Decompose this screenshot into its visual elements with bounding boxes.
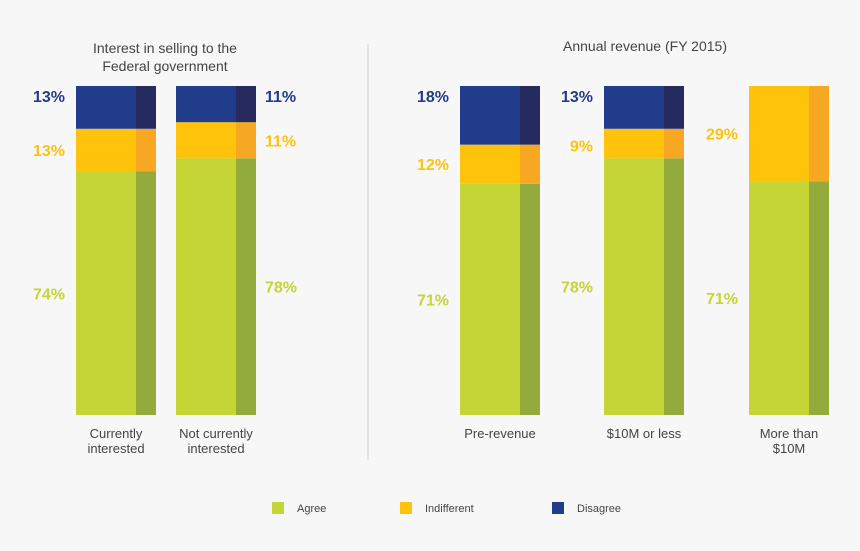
legend-label-disagree: Disagree: [577, 503, 621, 515]
bar-side-disagree-1-2: [236, 86, 256, 123]
bar-agree-1-2: [176, 158, 236, 415]
category-label-2-3-line-2: $10M: [773, 441, 806, 456]
data-label-disagree-1-2: 11%: [265, 89, 296, 106]
data-label-indifferent-2-3: 29%: [706, 127, 738, 144]
bar-indifferent-2-2: [604, 128, 664, 159]
chart-title-1-line-1: Interest in selling to the: [93, 40, 237, 56]
bar-side-indifferent-1-2: [236, 122, 256, 159]
legend-swatch-disagree: [552, 502, 564, 514]
category-label-1-1-line-1: Currently: [90, 426, 143, 441]
bar-agree-2-2: [604, 158, 664, 415]
category-label-1-2-line-2: interested: [187, 441, 244, 456]
bar-side-agree-2-3: [809, 181, 829, 415]
data-label-agree-2-1: 71%: [417, 292, 449, 309]
bar-indifferent-1-2: [176, 122, 236, 159]
category-label-1-1-line-2: interested: [87, 441, 144, 456]
bar-side-agree-2-2: [664, 158, 684, 415]
data-label-agree-2-3: 71%: [706, 291, 738, 308]
bar-side-indifferent-2-2: [664, 128, 684, 159]
bar-disagree-2-2: [604, 86, 664, 129]
data-label-indifferent-2-2: 9%: [570, 139, 593, 156]
bar-disagree-1-1: [76, 86, 136, 129]
data-label-indifferent-1-2: 11%: [265, 133, 296, 150]
data-label-indifferent-2-1: 12%: [417, 157, 449, 174]
category-label-1-2-line-1: Not currently: [179, 426, 253, 441]
category-label-2-3-line-1: More than: [760, 426, 819, 441]
legend-label-agree: Agree: [297, 503, 326, 515]
data-label-agree-1-2: 78%: [265, 280, 297, 297]
bar-disagree-2-1: [460, 86, 520, 145]
bar-side-indifferent-1-1: [136, 128, 156, 172]
bar-agree-1-1: [76, 171, 136, 415]
bar-indifferent-2-3: [749, 86, 809, 182]
bar-side-agree-1-1: [136, 171, 156, 415]
legend-label-indifferent: Indifferent: [425, 503, 474, 515]
bar-side-disagree-2-2: [664, 86, 684, 129]
legend-swatch-indifferent: [400, 502, 412, 514]
bar-side-agree-1-2: [236, 158, 256, 415]
category-label-2-2-line-1: $10M or less: [607, 426, 682, 441]
bar-indifferent-2-1: [460, 144, 520, 184]
bar-indifferent-1-1: [76, 128, 136, 172]
bar-side-indifferent-2-1: [520, 144, 540, 184]
chart-title-1-line-2: Federal government: [102, 58, 227, 74]
bar-side-indifferent-2-3: [809, 86, 829, 182]
legend-swatch-agree: [272, 502, 284, 514]
bar-agree-2-3: [749, 181, 809, 415]
data-label-agree-2-2: 78%: [561, 280, 593, 297]
bar-side-agree-2-1: [520, 183, 540, 415]
bar-side-disagree-2-1: [520, 86, 540, 145]
data-label-disagree-2-1: 18%: [417, 89, 449, 106]
data-label-indifferent-1-1: 13%: [33, 143, 65, 160]
bar-side-disagree-1-1: [136, 86, 156, 129]
data-label-disagree-2-2: 13%: [561, 89, 593, 106]
category-label-2-1-line-1: Pre-revenue: [464, 426, 536, 441]
chart-title-2-line-1: Annual revenue (FY 2015): [563, 38, 727, 54]
data-label-agree-1-1: 74%: [33, 286, 65, 303]
bar-agree-2-1: [460, 183, 520, 415]
bar-disagree-1-2: [176, 86, 236, 123]
data-label-disagree-1-1: 13%: [33, 89, 65, 106]
